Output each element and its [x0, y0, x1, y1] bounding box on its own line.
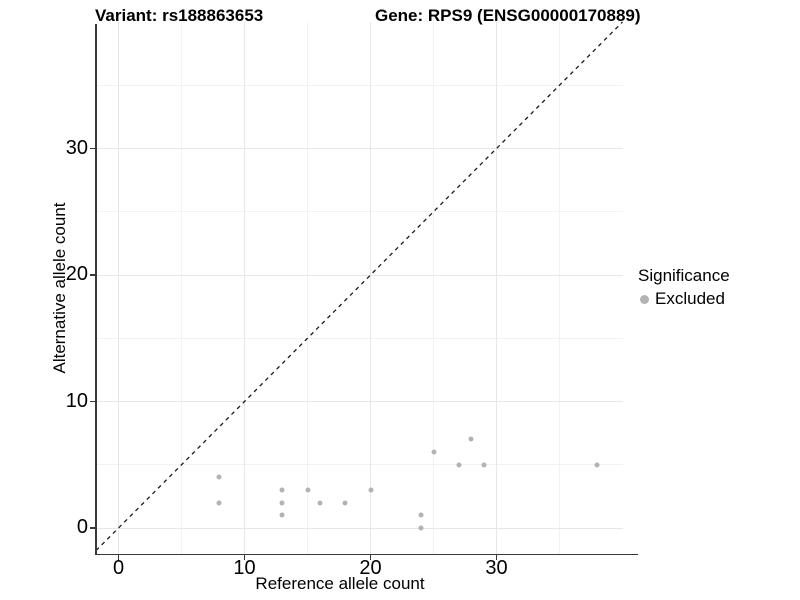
data-point: [342, 500, 348, 506]
x-tick-label: 0: [112, 557, 125, 579]
x-tick-label: 30: [485, 557, 508, 579]
data-point: [305, 487, 310, 493]
major-gridline-vertical: [244, 22, 245, 554]
x-tick-label: 20: [359, 557, 382, 579]
y-tick-mark: [90, 274, 95, 276]
major-gridline-vertical: [496, 22, 497, 554]
data-point: [368, 487, 373, 493]
x-tick-mark: [243, 555, 246, 560]
minor-gridline-vertical: [307, 22, 308, 554]
data-point: [431, 449, 436, 455]
x-axis-title: Reference allele count: [255, 574, 425, 593]
y-tick-label: 20: [65, 263, 88, 286]
data-point: [594, 462, 600, 468]
data-point: [216, 500, 222, 506]
x-tick-mark: [369, 555, 372, 560]
y-tick-label: 10: [65, 389, 88, 412]
y-tick-mark: [90, 147, 95, 150]
minor-gridline-horizontal: [96, 84, 623, 86]
excluded-point-swatch-icon: [640, 294, 649, 304]
major-gridline-horizontal: [96, 148, 623, 149]
minor-gridline-horizontal: [96, 464, 623, 466]
major-gridline-horizontal: [96, 401, 623, 402]
data-point: [279, 500, 285, 506]
y-tick-label: 0: [76, 516, 88, 539]
minor-gridline-horizontal: [96, 211, 623, 213]
data-point: [418, 512, 424, 518]
minor-gridline-vertical: [559, 22, 560, 554]
data-point: [279, 487, 285, 493]
y-axis-line: [95, 24, 97, 555]
legend-item-excluded: Excluded: [638, 289, 730, 309]
major-gridline-vertical: [118, 22, 119, 554]
minor-gridline-vertical: [181, 22, 182, 554]
major-gridline-vertical: [370, 22, 371, 554]
y-axis-title: Alternative allele count: [50, 202, 69, 374]
minor-gridline-vertical: [433, 22, 434, 554]
data-point: [418, 525, 424, 531]
data-point: [481, 462, 487, 468]
data-point: [468, 436, 474, 442]
data-point: [456, 462, 462, 468]
x-axis-line: [95, 553, 638, 555]
data-point: [317, 500, 323, 506]
data-point: [216, 474, 222, 480]
plot-title-gene: Gene: RPS9 (ENSG00000170889): [375, 6, 641, 25]
major-gridline-horizontal: [96, 274, 623, 276]
identity-reference-line: [95, 21, 623, 552]
data-point: [279, 512, 285, 518]
legend-item-label: Excluded: [655, 289, 725, 308]
minor-gridline-horizontal: [96, 337, 623, 339]
x-tick-mark: [495, 555, 498, 560]
major-gridline-horizontal: [96, 527, 623, 529]
legend: Significance Excluded: [638, 266, 730, 309]
legend-title: Significance: [638, 266, 730, 285]
y-tick-mark: [90, 400, 95, 403]
x-tick-label: 10: [233, 557, 256, 579]
x-tick-mark: [117, 555, 120, 560]
y-tick-label: 30: [65, 136, 88, 159]
y-tick-mark: [90, 527, 95, 529]
plot-title-variant: Variant: rs188863653: [95, 6, 264, 25]
